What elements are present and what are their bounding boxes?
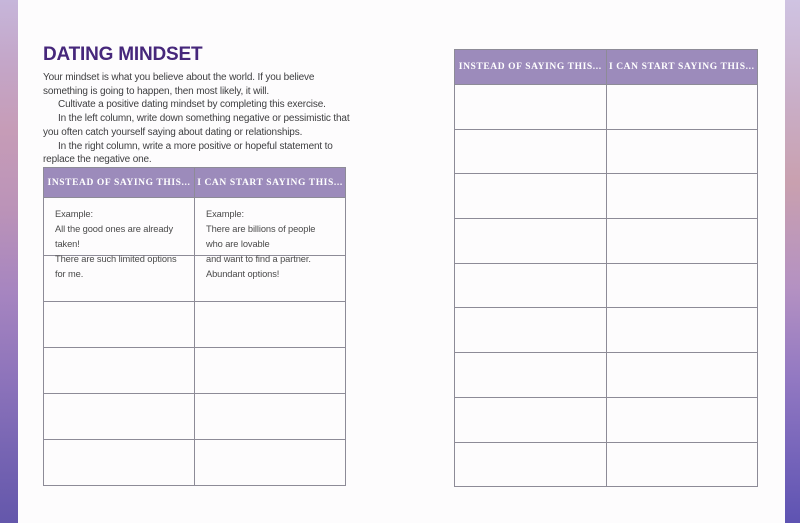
blank-writing-cell bbox=[605, 353, 758, 397]
intro-text: Your mindset is what you believe about t… bbox=[43, 71, 350, 167]
example-label: Example: bbox=[55, 209, 93, 219]
column-header-instead-of-saying: INSTEAD OF SAYING THIS... bbox=[47, 177, 191, 188]
blank-writing-cell bbox=[605, 263, 758, 308]
blank-writing-cell bbox=[605, 308, 758, 353]
blank-writing-cell bbox=[44, 394, 194, 439]
blank-writing-cell bbox=[194, 256, 345, 301]
left-table-body bbox=[44, 255, 345, 485]
intro-paragraph: Cultivate a positive dating mindset by c… bbox=[58, 99, 326, 111]
mindset-table-left: INSTEAD OF SAYING THIS... I CAN START SA… bbox=[43, 167, 346, 486]
blank-writing-cell bbox=[44, 348, 194, 393]
blank-writing-cell bbox=[455, 264, 606, 308]
example-cell-positive: Example: There are billions of people wh… bbox=[194, 198, 345, 279]
blank-writing-row bbox=[455, 173, 758, 219]
blank-writing-row bbox=[455, 84, 757, 129]
example-line: There are such limited options for me. bbox=[55, 254, 177, 279]
blank-writing-row bbox=[455, 218, 757, 263]
column-header-start-saying: I CAN START SAYING THIS... bbox=[194, 168, 345, 197]
blank-writing-cell bbox=[455, 219, 606, 263]
blank-writing-cell bbox=[44, 302, 194, 347]
example-line: There are billions of people who are lov… bbox=[206, 224, 316, 249]
right-table-body bbox=[455, 84, 758, 487]
blank-writing-row bbox=[455, 128, 758, 174]
blank-writing-row bbox=[455, 352, 757, 397]
blank-writing-row bbox=[44, 347, 345, 393]
blank-writing-cell bbox=[194, 302, 345, 347]
blank-writing-cell bbox=[455, 174, 606, 218]
column-header-start-saying: I CAN START SAYING THIS... bbox=[605, 50, 758, 84]
blank-writing-row bbox=[455, 441, 758, 487]
example-label: Example: bbox=[206, 209, 244, 219]
page-title: DATING MINDSET bbox=[43, 44, 203, 65]
blank-writing-cell bbox=[455, 85, 606, 129]
blank-writing-row bbox=[44, 439, 345, 485]
blank-writing-cell bbox=[44, 440, 194, 485]
blank-writing-row bbox=[44, 301, 345, 347]
blank-writing-cell bbox=[44, 256, 194, 301]
blank-writing-cell bbox=[194, 394, 345, 439]
blank-writing-cell bbox=[605, 85, 758, 129]
blank-writing-cell bbox=[455, 443, 606, 487]
table-header-row: INSTEAD OF SAYING THIS... I CAN START SA… bbox=[44, 168, 345, 197]
table-header-row: INSTEAD OF SAYING THIS... I CAN START SA… bbox=[455, 50, 757, 84]
left-page: DATING MINDSET Your mindset is what you … bbox=[43, 44, 350, 167]
example-line: and want to find a partner. Abundant opt… bbox=[206, 254, 311, 279]
intro-paragraph: In the left column, write down something… bbox=[43, 113, 350, 138]
mindset-table-right: INSTEAD OF SAYING THIS... I CAN START SA… bbox=[454, 49, 758, 488]
blank-writing-row bbox=[455, 262, 758, 308]
intro-paragraph: Your mindset is what you believe about t… bbox=[43, 72, 315, 97]
example-line: All the good ones are already taken! bbox=[55, 224, 174, 249]
intro-paragraph: In the right column, write a more positi… bbox=[43, 140, 333, 166]
blank-writing-cell bbox=[455, 308, 606, 352]
example-cell-negative: Example: All the good ones are already t… bbox=[44, 198, 194, 279]
blank-writing-cell bbox=[455, 130, 606, 174]
blank-writing-cell bbox=[605, 397, 758, 442]
blank-writing-row bbox=[44, 255, 345, 301]
blank-writing-cell bbox=[605, 442, 758, 487]
blank-writing-cell bbox=[605, 129, 758, 174]
column-header-instead-of-saying: INSTEAD OF SAYING THIS... bbox=[458, 62, 602, 72]
example-row: Example: All the good ones are already t… bbox=[44, 197, 345, 279]
right-page-edge-gradient bbox=[785, 0, 800, 523]
blank-writing-row bbox=[455, 396, 758, 442]
left-page-edge-gradient bbox=[0, 0, 18, 523]
blank-writing-row bbox=[455, 307, 758, 353]
blank-writing-cell bbox=[605, 174, 758, 219]
blank-writing-cell bbox=[194, 440, 345, 485]
blank-writing-cell bbox=[194, 348, 345, 393]
blank-writing-cell bbox=[455, 398, 606, 442]
blank-writing-cell bbox=[455, 353, 606, 397]
blank-writing-cell bbox=[605, 219, 758, 263]
blank-writing-row bbox=[44, 393, 345, 439]
